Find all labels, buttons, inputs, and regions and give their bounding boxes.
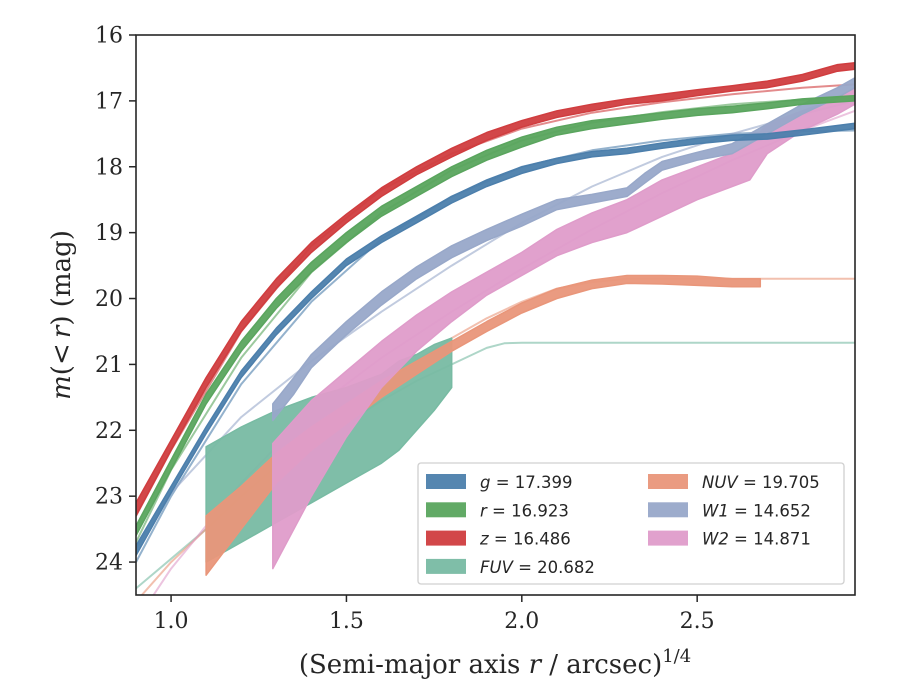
legend-swatch-z	[426, 530, 466, 546]
band-w2	[272, 86, 855, 570]
legend-label-nuv: NUV = 19.705	[702, 473, 820, 492]
plot-area	[136, 61, 855, 595]
y-tick-label: 16	[95, 24, 123, 49]
y-tick-label: 19	[95, 221, 123, 246]
legend-label-w1: W1 = 14.652	[702, 501, 811, 520]
band-w1	[272, 77, 855, 422]
legend-swatch-nuv	[648, 474, 688, 489]
legend-label-w2: W2 = 14.871	[702, 530, 811, 549]
band-z	[136, 61, 855, 517]
x-axis-label: (Semi-major axis r / arcsec)1/4	[299, 646, 691, 680]
legend-frame	[417, 462, 845, 585]
legend: g = 17.399 r = 16.923 z = 16.486 FUV = 20.6…	[417, 462, 845, 585]
y-axis-label: m(< r) (mag)	[47, 230, 77, 400]
y-tick-label: 17	[95, 89, 123, 114]
y-tick-label: 24	[95, 551, 123, 576]
y-axis-ticks: 16 17 18 19 20 21 22 23 24	[95, 24, 136, 576]
plot-frame	[135, 34, 856, 596]
band-g	[136, 122, 855, 557]
legend-label-fuv: FUV = 20.682	[480, 558, 595, 577]
legend-label-z: z = 16.486	[479, 530, 571, 549]
y-tick-label: 20	[95, 287, 123, 312]
legend-swatch-fuv	[426, 558, 466, 574]
x-tick-label: 2.5	[680, 609, 715, 634]
legend-label-r: r = 16.923	[480, 501, 569, 520]
x-axis-ticks: 1.0 1.5 2.0 2.5	[154, 595, 715, 634]
legend-label-g: g = 17.399	[480, 473, 573, 492]
model-curve-w1	[136, 99, 855, 550]
x-tick-label: 1.0	[154, 609, 189, 634]
y-tick-label: 21	[95, 353, 123, 378]
band-r	[136, 94, 855, 537]
data-bands	[136, 61, 855, 576]
y-tick-label: 23	[95, 485, 123, 510]
legend-swatch-r	[426, 502, 466, 518]
y-tick-label: 18	[95, 155, 123, 180]
x-tick-label: 1.5	[329, 609, 364, 634]
x-tick-label: 2.0	[504, 609, 539, 634]
legend-swatch-w2	[648, 530, 688, 546]
legend-swatch-w1	[648, 502, 688, 518]
y-tick-label: 22	[95, 419, 123, 444]
legend-swatch-g	[426, 474, 466, 489]
